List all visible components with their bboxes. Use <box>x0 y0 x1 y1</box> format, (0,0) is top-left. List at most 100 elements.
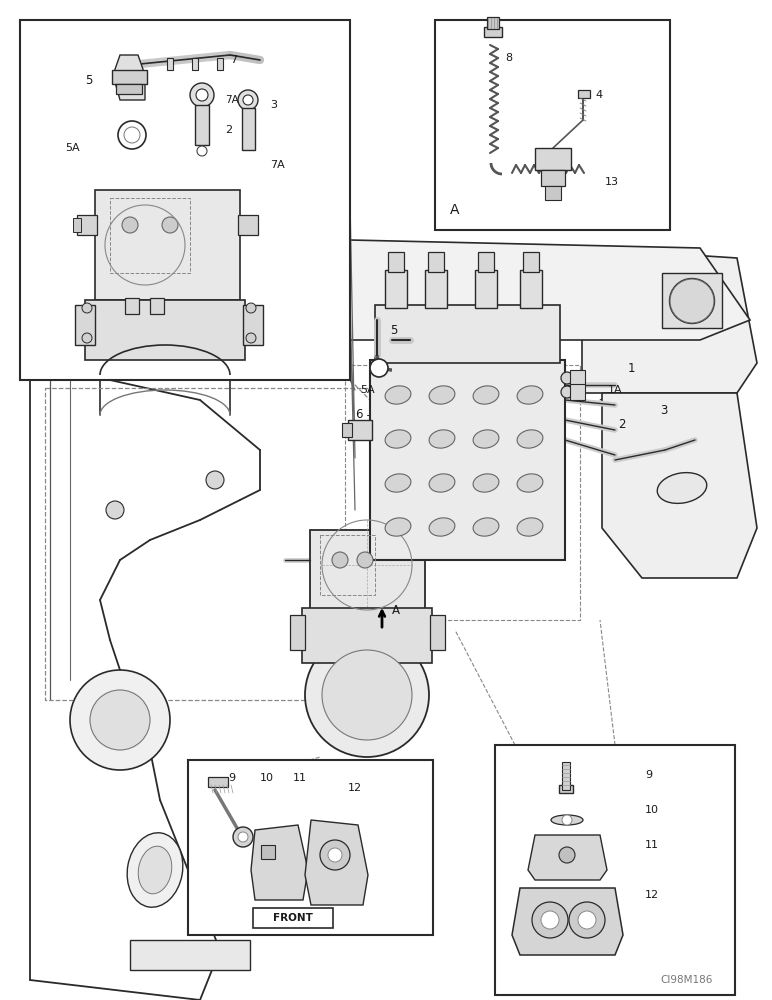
Polygon shape <box>113 55 145 100</box>
Circle shape <box>246 333 256 343</box>
Bar <box>110 198 190 273</box>
Text: 3: 3 <box>660 403 667 416</box>
Polygon shape <box>528 835 607 880</box>
Bar <box>430 615 445 650</box>
Circle shape <box>162 217 178 233</box>
Bar <box>425 270 447 308</box>
Ellipse shape <box>138 846 172 894</box>
Text: 10: 10 <box>260 773 274 783</box>
Bar <box>385 270 407 308</box>
Ellipse shape <box>551 815 583 825</box>
Circle shape <box>320 840 350 870</box>
Text: 11: 11 <box>293 773 307 783</box>
Bar <box>520 270 542 308</box>
Circle shape <box>122 217 138 233</box>
Text: CI98M186: CI98M186 <box>660 975 713 985</box>
Text: 6: 6 <box>355 408 363 422</box>
Circle shape <box>233 827 253 847</box>
Circle shape <box>370 359 388 377</box>
Bar <box>570 384 585 400</box>
Circle shape <box>670 279 714 323</box>
Ellipse shape <box>429 474 455 492</box>
Text: 2: 2 <box>225 125 232 135</box>
Bar <box>541 170 565 186</box>
Text: 2: 2 <box>618 418 625 432</box>
Bar <box>570 370 585 386</box>
Circle shape <box>569 902 605 938</box>
Text: 7A: 7A <box>225 95 239 105</box>
Circle shape <box>124 127 140 143</box>
Bar <box>253 908 333 928</box>
Bar <box>342 423 352 437</box>
Ellipse shape <box>429 430 455 448</box>
Circle shape <box>90 690 150 750</box>
Ellipse shape <box>385 474 411 492</box>
Bar <box>125 298 139 314</box>
Bar <box>208 777 228 787</box>
Text: 12: 12 <box>645 890 659 900</box>
Polygon shape <box>602 393 757 578</box>
Text: 7: 7 <box>230 55 237 65</box>
Bar <box>375 305 560 363</box>
Bar <box>388 252 404 272</box>
Polygon shape <box>512 888 623 955</box>
Ellipse shape <box>385 386 411 404</box>
Text: A: A <box>392 603 400 616</box>
Bar <box>562 762 570 790</box>
Circle shape <box>562 815 572 825</box>
Circle shape <box>322 650 412 740</box>
Text: 8: 8 <box>505 53 512 63</box>
Circle shape <box>305 633 429 757</box>
Circle shape <box>559 847 575 863</box>
Circle shape <box>561 372 573 384</box>
Circle shape <box>70 670 170 770</box>
Bar <box>167 58 173 70</box>
Text: 5: 5 <box>390 324 398 336</box>
Ellipse shape <box>473 518 499 536</box>
Bar <box>662 273 722 328</box>
Bar <box>73 218 81 232</box>
Bar <box>495 745 735 995</box>
Bar <box>428 252 444 272</box>
Circle shape <box>82 333 92 343</box>
Bar <box>130 940 250 970</box>
Bar <box>435 20 670 230</box>
Bar <box>150 298 164 314</box>
Ellipse shape <box>385 430 411 448</box>
Bar <box>484 27 502 37</box>
Circle shape <box>206 471 224 489</box>
Text: 4: 4 <box>595 90 602 100</box>
Circle shape <box>561 386 573 398</box>
Bar <box>487 17 499 29</box>
Bar <box>20 20 350 380</box>
Bar <box>242 108 255 150</box>
Bar <box>75 305 95 345</box>
Bar <box>95 190 240 300</box>
Polygon shape <box>251 825 308 900</box>
Ellipse shape <box>385 518 411 536</box>
Ellipse shape <box>473 474 499 492</box>
Bar <box>217 58 223 70</box>
Text: 1: 1 <box>628 361 635 374</box>
Circle shape <box>243 95 253 105</box>
Circle shape <box>106 501 124 519</box>
Bar <box>370 360 565 560</box>
Bar <box>475 270 497 308</box>
Ellipse shape <box>127 833 183 907</box>
Bar <box>112 70 147 84</box>
Text: 3: 3 <box>270 100 277 110</box>
Bar <box>192 58 198 70</box>
Text: 13: 13 <box>605 177 619 187</box>
Bar <box>320 535 375 595</box>
Bar <box>290 615 305 650</box>
Bar <box>77 215 97 235</box>
Polygon shape <box>582 248 757 393</box>
Text: 11: 11 <box>645 840 659 850</box>
Circle shape <box>197 146 207 156</box>
Text: 10: 10 <box>645 805 659 815</box>
Ellipse shape <box>473 430 499 448</box>
Circle shape <box>238 832 248 842</box>
Circle shape <box>328 848 342 862</box>
Circle shape <box>238 90 258 110</box>
Bar <box>302 608 432 663</box>
